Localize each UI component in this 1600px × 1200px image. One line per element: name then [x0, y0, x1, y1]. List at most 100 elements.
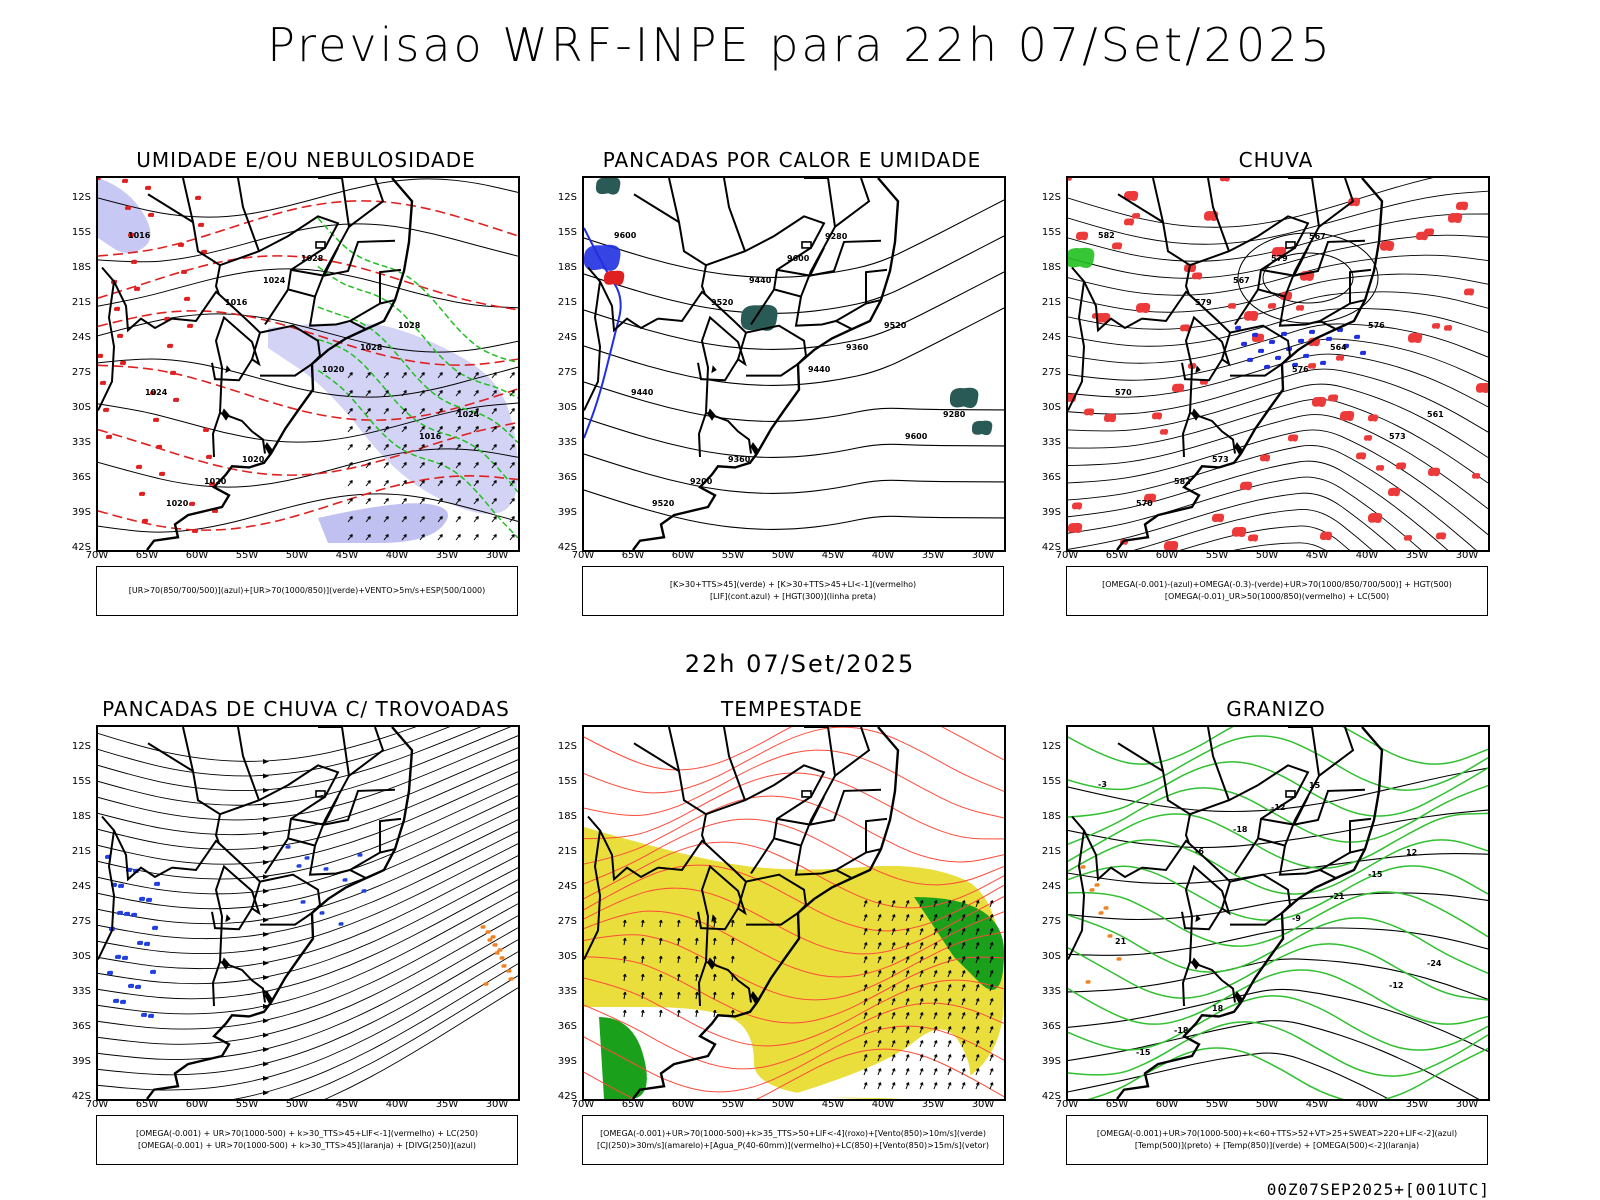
- lat-tick-label: 39S: [1041, 1056, 1061, 1067]
- lon-tick-label: 65W: [135, 550, 159, 561]
- lon-tick-label: 50W: [285, 1099, 309, 1110]
- contour-label: -9: [1292, 914, 1301, 923]
- contour-label: -18: [1174, 1026, 1189, 1035]
- lat-tick-label: 27S: [557, 916, 577, 927]
- contour-label: 9520: [711, 298, 734, 307]
- lon-tick-label: 45W: [335, 1099, 359, 1110]
- lon-tick-label: 40W: [871, 1099, 895, 1110]
- contour-label: 9520: [884, 321, 907, 330]
- lat-tick-label: 36S: [71, 472, 91, 483]
- lon-tick-label: 60W: [671, 550, 695, 561]
- legend-box: [OMEGA(-0.001)-(azul)+OMEGA(-0.3)-(verde…: [1066, 566, 1488, 616]
- map-canvas: -3 -6 -9 -12 -15 -18 -21 -24 -18 -12 -15 21 18 15 12: [1068, 727, 1488, 1099]
- contour-label: 9600: [905, 432, 928, 441]
- lat-tick-label: 12S: [557, 741, 577, 752]
- lat-tick-label: 27S: [71, 916, 91, 927]
- lat-tick-label: 30S: [71, 951, 91, 962]
- map-panel: [96, 725, 520, 1101]
- contour-label: 12: [1406, 848, 1417, 857]
- contour-label: 567: [1309, 232, 1326, 241]
- contour-label: 1020: [322, 365, 345, 374]
- legend-line: [OMEGA(-0.001) + UR>70(1000-500) + k>30_…: [135, 1129, 479, 1138]
- contour-label: 1020: [204, 477, 227, 486]
- lat-tick-label: 36S: [71, 1021, 91, 1032]
- legend-line: [OMEGA(-0.001)-(azul)+OMEGA(-0.3)-(verde…: [1102, 580, 1452, 589]
- lon-tick-label: 70W: [571, 1099, 595, 1110]
- contour-label: -12: [1389, 981, 1403, 990]
- contour-label: 1028: [398, 321, 421, 330]
- lat-tick-label: 24S: [1041, 332, 1061, 343]
- lat-tick-label: 39S: [557, 507, 577, 518]
- contour-label: 1024: [263, 276, 286, 285]
- legend-line: [OMEGA(-0.01)_UR>50(1000/850)(vermelho) …: [1164, 592, 1390, 601]
- lat-tick-label: 42S: [71, 1091, 91, 1102]
- lat-tick-label: 18S: [1041, 262, 1061, 273]
- lat-tick-label: 27S: [557, 367, 577, 378]
- lat-tick-label: 21S: [71, 846, 91, 857]
- panel-title: PANCADAS DE CHUVA C/ TROVOADAS: [102, 697, 510, 721]
- lat-tick-label: 30S: [71, 402, 91, 413]
- contour-label: 18: [1212, 1004, 1224, 1013]
- legend-line: [OMEGA(-0.001)+UR>70(1000-500)+k<60+TTS>…: [1096, 1129, 1458, 1138]
- lon-tick-label: 45W: [821, 550, 845, 561]
- lat-tick-label: 33S: [1041, 986, 1061, 997]
- lon-tick-label: 60W: [1155, 550, 1179, 561]
- lon-tick-label: 45W: [821, 1099, 845, 1110]
- lat-tick-label: 12S: [1041, 192, 1061, 203]
- map-panel: 1016 1016 1020 1016 1020 1024 1028 1024 1020 1028…: [96, 176, 520, 552]
- lat-tick-label: 30S: [1041, 402, 1061, 413]
- map-canvas: 9600 9520 9440 9600 9520 9440 9360 9280 9200 9600…: [584, 178, 1004, 550]
- map-panel: -3 -6 -9 -12 -15 -18 -21 -24 -18 -12 -15 21 18 15 12: [1066, 725, 1490, 1101]
- legend-line: [CJ(250)>30m/s](amarelo)+[Agua_P(40-60mm…: [597, 1141, 989, 1150]
- contour-label: 15: [1309, 781, 1321, 790]
- lat-tick-label: 42S: [1041, 542, 1061, 553]
- contour-label: 9200: [690, 477, 713, 486]
- lat-tick-label: 18S: [71, 262, 91, 273]
- lat-tick-label: 24S: [1041, 881, 1061, 892]
- legend-line: [K>30+TTS>45](verde) + [K>30+TTS>45+LI<-…: [669, 580, 917, 589]
- lon-tick-label: 70W: [1055, 1099, 1079, 1110]
- lat-tick-label: 12S: [71, 741, 91, 752]
- panel-title: TEMPESTADE: [721, 697, 863, 721]
- main-title: Previsao WRF-INPE para 22h 07/Set/2025: [267, 18, 1333, 72]
- run-timestamp: 00Z07SEP2025+[001UTC]: [1266, 1180, 1490, 1199]
- contour-label: 9280: [943, 410, 966, 419]
- legend-box: [OMEGA(-0.001)+UR>70(1000-500)+k<60+TTS>…: [1066, 1115, 1488, 1165]
- contour-label: 582: [1174, 477, 1191, 486]
- lon-tick-label: 30W: [1455, 550, 1479, 561]
- lat-tick-label: 39S: [1041, 507, 1061, 518]
- contour-label: 570: [1115, 388, 1132, 397]
- panel-title: UMIDADE E/OU NEBULOSIDADE: [136, 148, 476, 172]
- lon-tick-label: 30W: [485, 1099, 509, 1110]
- lon-tick-label: 65W: [135, 1099, 159, 1110]
- contour-label: 576: [1368, 321, 1385, 330]
- lon-tick-label: 60W: [1155, 1099, 1179, 1110]
- lat-tick-label: 18S: [557, 262, 577, 273]
- contour-label: 579: [1195, 298, 1212, 307]
- lon-tick-label: 55W: [1205, 550, 1229, 561]
- contour-label: -21: [1330, 892, 1345, 901]
- contour-label: -6: [1195, 847, 1204, 856]
- contour-label: 1020: [166, 499, 189, 508]
- lon-tick-label: 60W: [671, 1099, 695, 1110]
- contour-label: -24: [1427, 959, 1442, 968]
- contour-label: 1016: [419, 432, 442, 441]
- lon-tick-label: 40W: [385, 550, 409, 561]
- lat-tick-label: 21S: [557, 297, 577, 308]
- map-panel: [582, 725, 1006, 1101]
- lat-tick-label: 39S: [557, 1056, 577, 1067]
- map-canvas: 582 579 576 573 570 567 564 561 582 579 576 570 573 5…: [1068, 178, 1488, 550]
- lon-tick-label: 30W: [971, 1099, 995, 1110]
- contour-label: 573: [1389, 432, 1406, 441]
- legend-box: [OMEGA(-0.001) + UR>70(1000-500) + k>30_…: [96, 1115, 518, 1165]
- lon-tick-label: 55W: [721, 550, 745, 561]
- lat-tick-label: 24S: [71, 332, 91, 343]
- map-panel: 9600 9520 9440 9600 9520 9440 9360 9280 9200 9600…: [582, 176, 1006, 552]
- legend-line: [LIF](cont.azul) + [HGT(300)](linha pret…: [709, 592, 877, 601]
- lon-tick-label: 70W: [85, 550, 109, 561]
- lon-tick-label: 65W: [1105, 1099, 1129, 1110]
- contour-label: -18: [1233, 825, 1248, 834]
- lat-tick-label: 33S: [71, 437, 91, 448]
- lat-tick-label: 21S: [71, 297, 91, 308]
- lat-tick-label: 21S: [1041, 297, 1061, 308]
